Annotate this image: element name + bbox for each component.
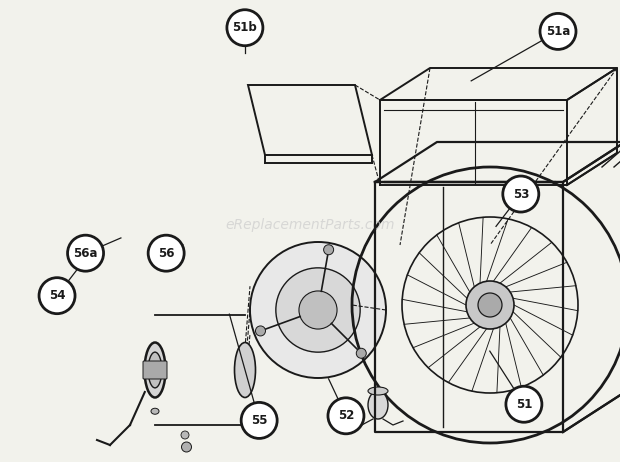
Text: 54: 54 [49, 289, 65, 302]
Circle shape [276, 268, 360, 352]
Text: 56a: 56a [73, 247, 98, 260]
Text: 53: 53 [513, 188, 529, 201]
Ellipse shape [368, 391, 388, 419]
Circle shape [227, 10, 263, 46]
Text: 51: 51 [516, 398, 532, 411]
Ellipse shape [368, 387, 388, 395]
Text: 52: 52 [338, 409, 354, 422]
Text: 56: 56 [158, 247, 174, 260]
Ellipse shape [151, 408, 159, 414]
Circle shape [250, 242, 386, 378]
Text: eReplacementParts.com: eReplacementParts.com [225, 218, 395, 232]
Circle shape [503, 176, 539, 212]
Circle shape [299, 291, 337, 329]
Circle shape [181, 431, 189, 439]
Circle shape [478, 293, 502, 317]
Text: 51b: 51b [232, 21, 257, 34]
Circle shape [68, 235, 104, 271]
FancyBboxPatch shape [143, 361, 167, 379]
Ellipse shape [144, 342, 166, 397]
Circle shape [39, 278, 75, 314]
Text: 51a: 51a [546, 25, 570, 38]
Circle shape [506, 386, 542, 422]
Circle shape [540, 13, 576, 49]
Ellipse shape [148, 352, 162, 388]
Circle shape [466, 281, 514, 329]
Circle shape [328, 398, 364, 434]
Circle shape [356, 348, 366, 358]
Circle shape [148, 235, 184, 271]
Ellipse shape [234, 342, 255, 397]
Circle shape [255, 326, 265, 336]
Circle shape [182, 442, 192, 452]
Text: 55: 55 [251, 414, 267, 427]
Circle shape [241, 402, 277, 438]
Circle shape [324, 245, 334, 255]
